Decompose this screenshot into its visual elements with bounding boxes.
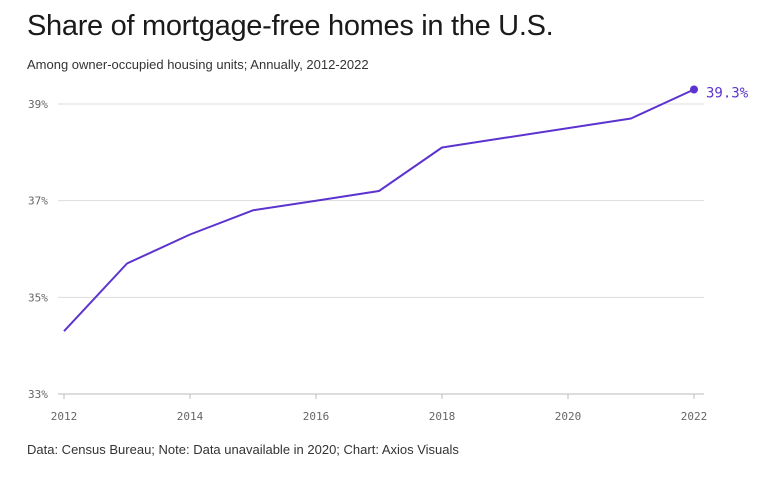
line-chart: 33% 35% 37% 39% 2012 2014 2016 2018 2020 2022 39…	[28, 85, 749, 423]
x-tick-label: 2016	[303, 410, 330, 423]
series-line	[63, 88, 695, 332]
end-value-label: 39.3%	[706, 86, 749, 102]
end-point-marker	[690, 85, 698, 94]
gridlines	[58, 103, 704, 395]
chart-title: Share of mortgage-free homes in the U.S.	[27, 10, 554, 42]
y-tick-label: 37%	[28, 195, 48, 208]
y-axis-ticks: 33% 35% 37% 39%	[28, 98, 48, 401]
x-axis-ticks: 2012 2014 2016 2018 2020 2022	[51, 394, 708, 423]
y-tick-label: 39%	[28, 98, 48, 111]
x-tick-label: 2012	[51, 410, 78, 423]
x-tick-label: 2018	[429, 410, 456, 423]
source-note: Data: Census Bureau; Note: Data unavaila…	[27, 442, 459, 457]
x-tick-label: 2020	[555, 410, 582, 423]
x-tick-label: 2014	[177, 410, 204, 423]
y-tick-label: 35%	[28, 291, 48, 304]
y-tick-label: 33%	[28, 388, 48, 401]
chart-subtitle: Among owner-occupied housing units; Annu…	[27, 57, 369, 72]
x-tick-label: 2022	[681, 410, 708, 423]
